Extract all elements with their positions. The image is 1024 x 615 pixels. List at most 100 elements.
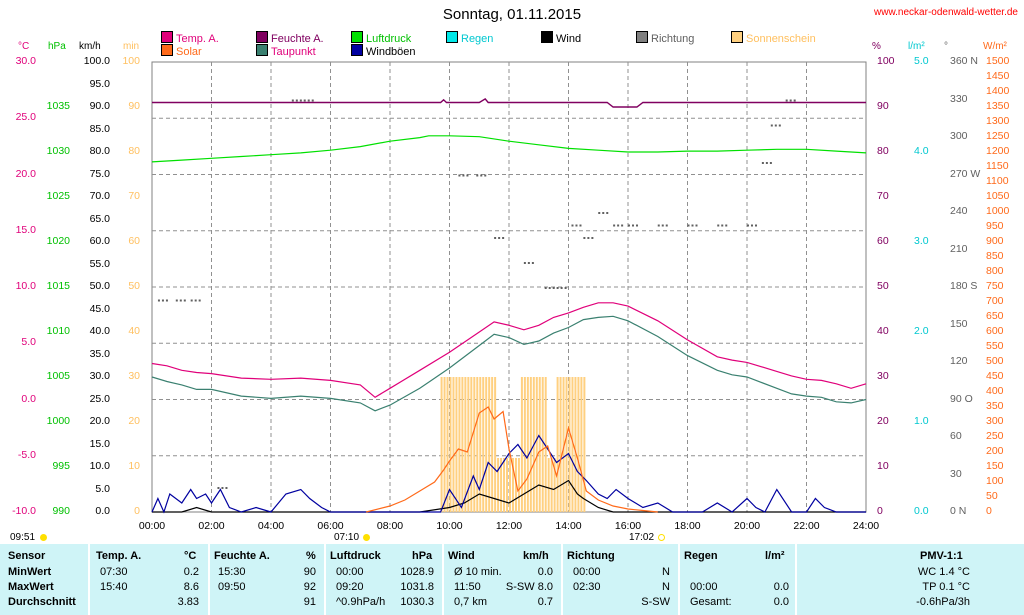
legend-item: Taupunkt	[256, 44, 316, 58]
tick-sun: 20	[128, 415, 140, 427]
tick-rain: 2.0	[914, 325, 929, 337]
th-press-unit: hPa	[412, 550, 433, 562]
tick-wind: 85.0	[89, 122, 110, 135]
direction-point	[687, 224, 690, 227]
tick-solar: 300	[986, 415, 1004, 427]
legend-label: Richtung	[651, 33, 695, 45]
tick-wind: 25.0	[89, 392, 110, 405]
tick-sun: 100	[122, 55, 140, 67]
tick-wind: 65.0	[89, 212, 110, 225]
sunshine-bar	[470, 377, 473, 512]
direction-point	[560, 287, 563, 289]
direction-point	[613, 224, 616, 227]
direction-point	[755, 224, 757, 227]
tick-solar: 1400	[986, 85, 1010, 97]
cell-pmv: WC 1.4 °C	[917, 566, 970, 578]
direction-point	[165, 299, 168, 302]
tick-solar: 1250	[986, 130, 1010, 142]
series-line-temp-a-	[151, 302, 867, 399]
legend-item: Windböen	[351, 44, 416, 58]
tick-wind: 20.0	[89, 415, 110, 427]
th-pmv: PMV-1:1	[920, 550, 963, 562]
direction-point	[591, 237, 594, 239]
cell-temp-value: 8.6	[183, 581, 199, 593]
legend-item: Regen	[446, 31, 493, 45]
sunshine-bar	[479, 377, 482, 512]
tick-wind: 100.0	[83, 55, 110, 67]
direction-point	[636, 224, 638, 227]
site-link[interactable]: www.neckar-odenwald-wetter.de	[874, 7, 1018, 18]
direction-point	[476, 174, 479, 177]
direction-point	[761, 162, 764, 164]
sunshine-bar	[559, 377, 562, 512]
tick-wind: 75.0	[89, 167, 110, 180]
direction-point	[598, 212, 601, 214]
legend-label: Windböen	[366, 46, 416, 58]
direction-point	[785, 99, 788, 102]
tick-solar: 900	[986, 235, 1004, 247]
tick-wind: 30.0	[89, 370, 110, 382]
tick-direction: 360 N	[950, 55, 979, 67]
legend-swatch	[161, 44, 173, 56]
legend-swatch	[636, 31, 648, 43]
sunshine-bar	[541, 377, 544, 512]
direction-point	[657, 224, 660, 227]
legend-item: Temp. A.	[161, 31, 219, 45]
tick-wind: 95.0	[89, 77, 110, 90]
tick-humidity: 90	[877, 100, 889, 112]
sunshine-bar	[476, 377, 479, 512]
tick-sun: 30	[128, 370, 140, 382]
direction-point	[774, 124, 777, 127]
direction-point	[552, 287, 555, 289]
sunshine-bar	[553, 458, 556, 512]
tick-sun: 90	[128, 100, 140, 112]
sunshine-bar	[494, 377, 497, 512]
legend-swatch	[161, 31, 173, 43]
cell-wind-time: 11:50	[454, 581, 481, 593]
direction-point	[311, 99, 314, 102]
direction-point	[307, 99, 310, 102]
direction-point	[221, 487, 224, 489]
legend-label: Temp. A.	[176, 33, 219, 45]
axis-title-sun: min	[123, 41, 140, 52]
tick-solar: 50	[986, 490, 998, 502]
direction-point	[179, 299, 182, 302]
sunshine-bar	[467, 377, 470, 512]
sunshine-bar	[449, 377, 452, 512]
direction-point	[225, 487, 228, 489]
legend-item: Luftdruck	[351, 31, 411, 45]
cell-rain-value: 0.0	[773, 581, 789, 593]
sunshine-bar	[458, 377, 461, 512]
tick-pressure: 1025	[46, 190, 70, 202]
series-line-wind	[152, 479, 866, 513]
direction-point	[579, 224, 582, 227]
sunshine-bar	[464, 377, 467, 512]
th-rain: Regen	[684, 550, 718, 562]
tick-time: 18:00	[674, 520, 701, 532]
tick-pressure: 1000	[46, 415, 70, 427]
legend-item: Sonnenschein	[731, 31, 816, 45]
tick-direction: 210	[950, 242, 968, 255]
cell-pmv: TP 0.1 °C	[922, 581, 970, 593]
tick-time: 14:00	[555, 520, 582, 532]
direction-point	[299, 99, 302, 102]
tick-sun: 70	[128, 190, 140, 202]
row-label: MaxWert	[8, 581, 54, 593]
tick-direction: 60	[950, 430, 962, 442]
legend-item: Wind	[541, 31, 581, 45]
sunshine-bar	[580, 377, 583, 512]
tick-solar: 950	[986, 220, 1004, 232]
tick-wind: 10.0	[89, 460, 110, 472]
direction-point	[665, 224, 668, 227]
series-line-windb-en	[151, 434, 866, 514]
direction-point	[751, 224, 753, 227]
sunshine-bar	[509, 458, 511, 512]
cell-dir-time: 02:30	[573, 581, 601, 593]
legend-label: Taupunkt	[271, 46, 316, 58]
tick-rain: 3.0	[914, 235, 929, 247]
direction-point	[295, 99, 298, 102]
tick-solar: 550	[986, 340, 1004, 352]
cell-hum-value: 91	[303, 596, 316, 608]
tick-pressure: 1030	[46, 145, 70, 157]
tick-temp: -10.0	[12, 505, 36, 517]
